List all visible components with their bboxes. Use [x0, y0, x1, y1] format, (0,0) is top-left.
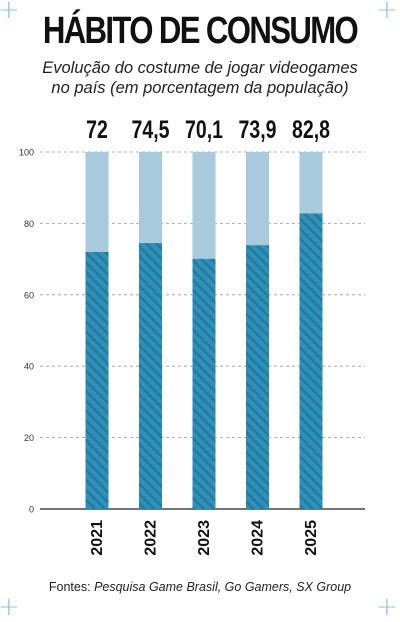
- bar-remainder: [85, 152, 109, 252]
- source-prefix: Fontes:: [48, 580, 91, 594]
- source-note: Fontes: Pesquisa Game Brasil, Go Gamers,…: [0, 580, 400, 594]
- data-label: 73,9: [239, 116, 277, 144]
- bar-remainder: [246, 152, 269, 246]
- plus-icon: +: [0, 0, 20, 25]
- y-tick-label: 100: [19, 148, 34, 158]
- chart-title: HÁBITO DE CONSUMO: [42, 10, 359, 52]
- subtitle-line-2: no país (em porcentagem da população): [51, 79, 349, 97]
- source-names: Pesquisa Game Brasil, Go Gamers, SX Grou…: [94, 580, 352, 594]
- x-tick-label: 2025: [303, 520, 320, 556]
- plus-icon: +: [0, 592, 20, 622]
- x-tick-label: 2022: [143, 520, 160, 556]
- x-tick-label: 2023: [196, 520, 213, 556]
- y-tick-label: 40: [24, 362, 34, 372]
- y-tick-label: 20: [24, 433, 34, 443]
- bars: [85, 152, 323, 510]
- data-label: 70,1: [185, 116, 223, 144]
- bar-remainder: [299, 152, 323, 214]
- bar-value: [85, 251, 109, 509]
- bar-value: [192, 258, 216, 509]
- y-tick-label: 60: [24, 290, 34, 300]
- data-label: 72: [86, 116, 108, 144]
- data-label: 74,5: [132, 116, 170, 144]
- chart-subtitle: Evolução do costume de jogar videogames …: [0, 58, 400, 98]
- bar-remainder: [192, 152, 216, 259]
- bar-value: [246, 245, 269, 509]
- y-tick-label: 80: [24, 219, 34, 229]
- bar-remainder: [139, 152, 162, 244]
- y-tick-label: 0: [29, 505, 34, 515]
- labels: 0 20 40 60 80 100 72 2021 74,5 2022 70,1 2023 73,9 20…: [19, 116, 330, 556]
- data-label: 82,8: [292, 116, 330, 144]
- plus-icon: +: [376, 0, 398, 25]
- bar-value: [139, 243, 162, 509]
- subtitle-line-1: Evolução do costume de jogar videogames: [42, 59, 358, 77]
- bar-value: [299, 213, 323, 510]
- x-tick-label: 2024: [250, 520, 267, 556]
- x-tick-label: 2021: [89, 520, 106, 556]
- plus-icon: +: [376, 592, 398, 622]
